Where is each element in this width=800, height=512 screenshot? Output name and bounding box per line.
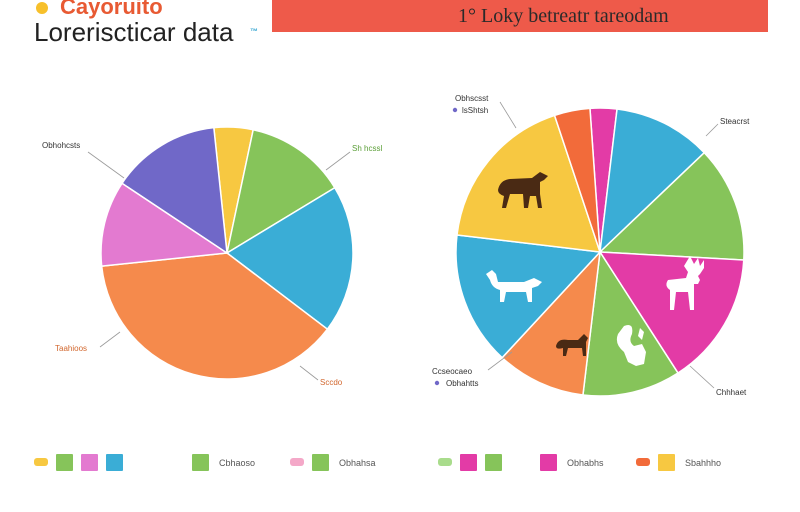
callout-label: Sccdo — [320, 378, 343, 387]
callout-label: Obhahtts — [446, 379, 478, 388]
callout-dot-icon — [434, 380, 440, 386]
pie-slice — [553, 107, 601, 253]
callout-leader — [87, 151, 125, 179]
callout-leader — [487, 351, 513, 371]
legend-label: Obhabhs — [567, 458, 604, 468]
right-pie-icons — [486, 172, 704, 366]
legend-swatch — [290, 458, 304, 466]
callout-label: lsShtsh — [462, 106, 488, 115]
left-pie-callouts: Obhohcsts Sh hcssl Taahioos Sccdo — [42, 141, 382, 387]
legend-swatch — [636, 458, 650, 466]
callout-label: Ccseocaeo — [432, 367, 473, 376]
pie-slice — [599, 108, 706, 254]
horse-icon — [498, 172, 548, 208]
squirrel-icon — [616, 325, 646, 366]
legend-label: Sbahhho — [685, 458, 721, 468]
callout-label: Sh hcssl — [352, 144, 382, 153]
legend-swatch — [438, 458, 452, 466]
right-pie-chart — [455, 107, 745, 397]
legend-swatch — [658, 454, 675, 471]
dog-icon — [556, 334, 588, 356]
callout-leader — [99, 331, 121, 348]
pie-slice — [598, 251, 745, 375]
pie-slice — [100, 182, 230, 267]
legend-swatch — [485, 454, 502, 471]
legend-swatch — [56, 454, 73, 471]
legend-swatch — [460, 454, 477, 471]
callout-leader — [299, 365, 319, 381]
header-banner — [272, 0, 768, 32]
callout-label: Obhscsst — [455, 94, 489, 103]
callout-leader — [499, 101, 517, 129]
callout-leader — [325, 151, 351, 171]
callout-leader — [705, 123, 719, 137]
pie-slice — [598, 151, 745, 261]
pie-slice — [582, 249, 680, 397]
callout-label: Taahioos — [55, 344, 87, 353]
legend-swatch — [106, 454, 123, 471]
pie-slice — [225, 186, 354, 331]
callout-label: Obhohcsts — [42, 141, 80, 150]
callout-dot-icon — [452, 107, 458, 113]
pie-slice — [501, 249, 602, 396]
callout-label: Chhhaet — [716, 388, 747, 397]
goat-icon — [486, 270, 542, 302]
legend: Cbhaoso Obhahsa Obhabhs Sbahhho — [34, 454, 721, 471]
logo-dot-icon — [36, 2, 48, 14]
pie-slice — [121, 126, 228, 255]
legend-label: Cbhaoso — [219, 458, 255, 468]
legend-swatch — [540, 454, 557, 471]
pie-slice — [225, 128, 336, 255]
callout-label: Steacrst — [720, 117, 750, 126]
header: Cayoruito Loreriscticar data ™ 1° Loky b… — [34, 0, 768, 47]
header-title: Loreriscticar data — [34, 17, 234, 47]
legend-swatch — [312, 454, 329, 471]
right-pie-callouts: Obhscsst lsShtsh Steacrst Ccseocaeo Obha… — [432, 94, 750, 397]
deer-icon — [666, 256, 704, 310]
left-pie-chart — [100, 126, 354, 380]
legend-swatch — [81, 454, 98, 471]
header-badge: ™ — [250, 27, 258, 36]
pie-slice — [100, 252, 329, 380]
legend-swatch — [34, 458, 48, 466]
header-subtitle: Cayoruito — [60, 0, 163, 19]
legend-label: Obhahsa — [339, 458, 376, 468]
banner-text: 1° Loky betreatr tareodam — [458, 5, 669, 27]
legend-swatch — [192, 454, 209, 471]
callout-leader — [689, 365, 715, 389]
